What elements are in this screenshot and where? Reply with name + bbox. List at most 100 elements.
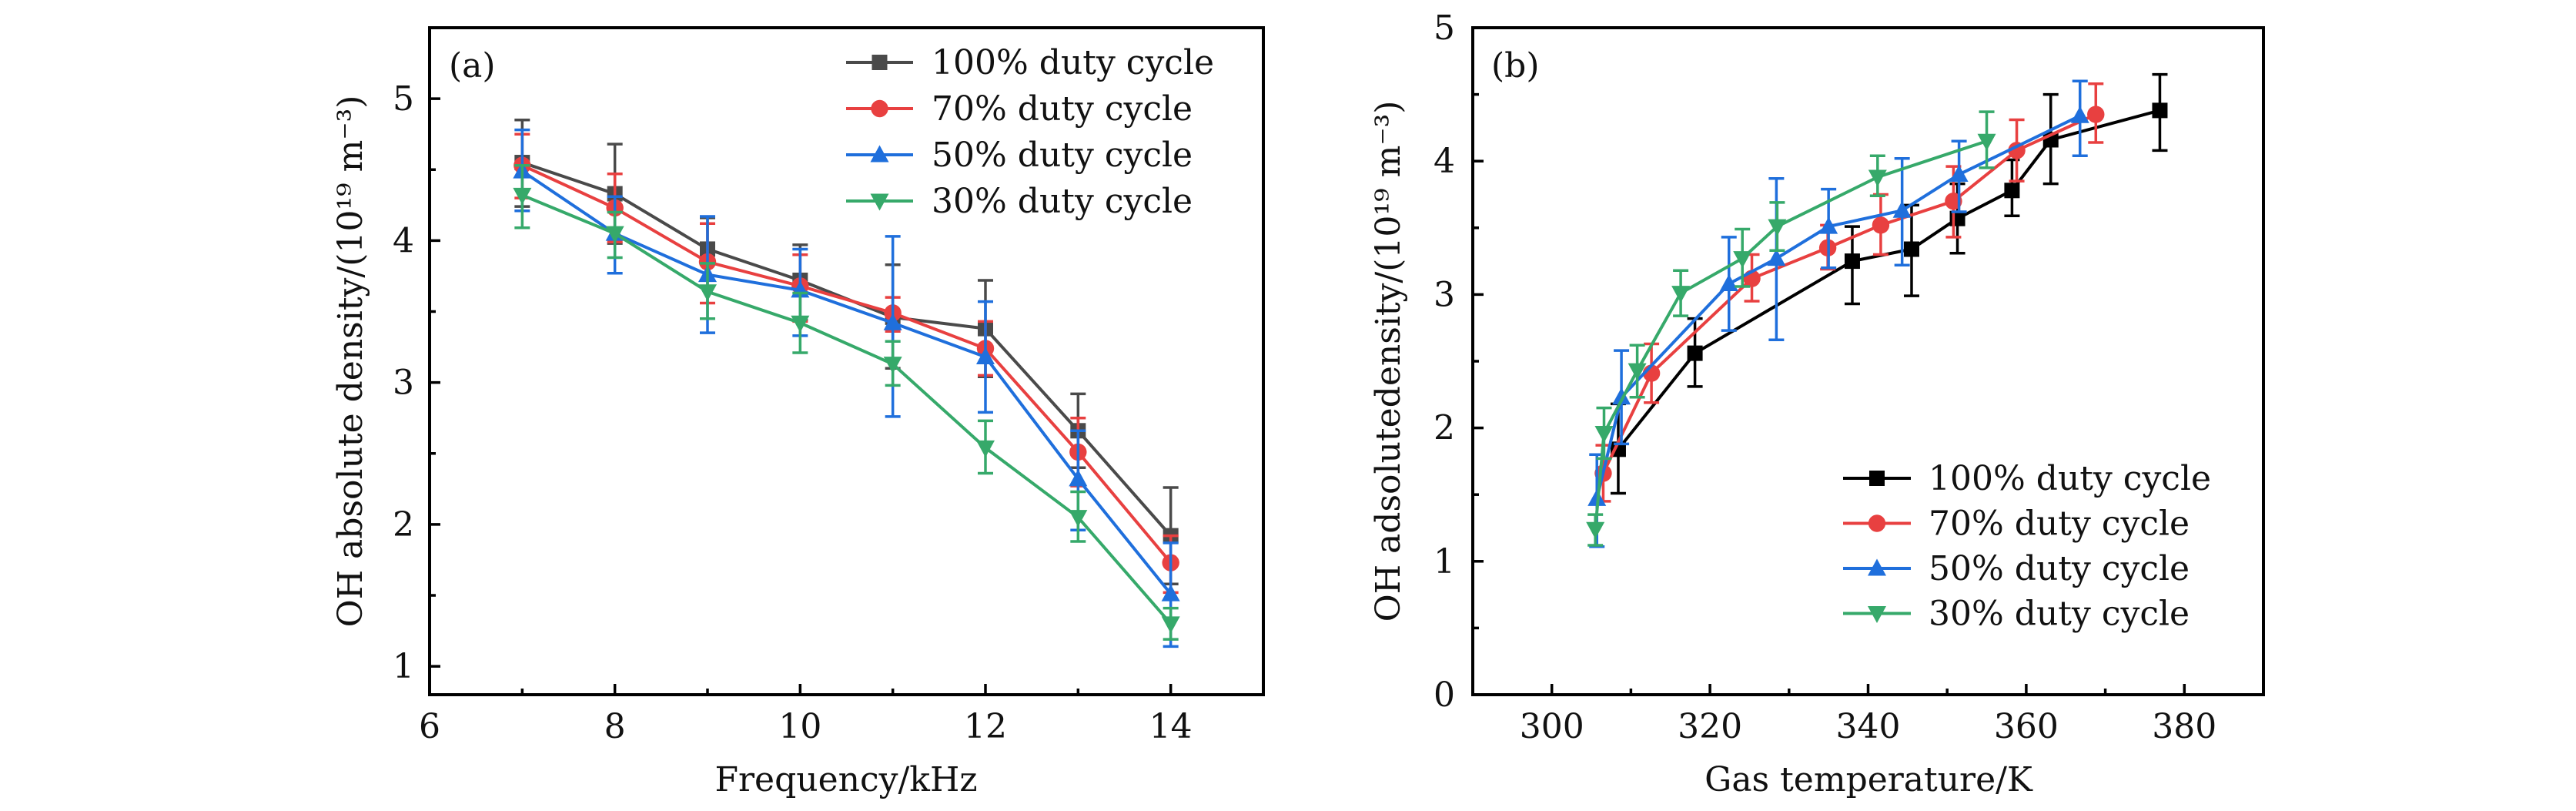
y-tick-label: 3 xyxy=(1434,275,1455,314)
data-point xyxy=(1671,286,1691,303)
legend-label: 30% duty cycle xyxy=(932,182,1193,221)
y-tick-label: 1 xyxy=(393,647,414,686)
legend-item: 70% duty cycle xyxy=(846,89,1193,129)
legend-item: 50% duty cycle xyxy=(846,136,1193,175)
data-point xyxy=(2004,183,2020,199)
panel-a-legend: 100% duty cycle 70% duty cycle 50% duty cy… xyxy=(846,43,1214,221)
data-point xyxy=(1069,469,1088,487)
legend-marker-icon xyxy=(1868,514,1886,532)
data-point xyxy=(513,187,532,205)
legend-item: 70% duty cycle xyxy=(1843,504,2190,544)
y-tick-label: 0 xyxy=(1434,675,1455,715)
data-point xyxy=(1612,387,1631,405)
panel-b-y-axis-label: OH adsolutedensity/(10¹⁹ m⁻³) xyxy=(1369,101,1408,622)
x-tick-label: 12 xyxy=(964,707,1007,746)
series-line xyxy=(521,163,1173,564)
legend-marker-icon xyxy=(870,145,889,163)
series-line xyxy=(1595,114,2081,499)
legend-marker-icon xyxy=(1868,606,1886,623)
legend-marker-icon xyxy=(1868,558,1886,576)
data-point xyxy=(1768,219,1787,236)
panel-b-tag: (b) xyxy=(1491,46,1540,85)
legend-item: 50% duty cycle xyxy=(1843,549,2190,588)
x-tick-label: 8 xyxy=(604,707,626,746)
legend-item: 30% duty cycle xyxy=(846,182,1193,221)
panel-a-plot-frame xyxy=(428,26,1265,696)
y-tick-label: 4 xyxy=(1434,142,1455,181)
x-tick-label: 380 xyxy=(2152,707,2216,746)
x-tick-label: 14 xyxy=(1149,707,1193,746)
x-tick-label: 340 xyxy=(1836,707,1901,746)
panel-b-series-3 xyxy=(1586,110,1996,547)
y-tick-label: 3 xyxy=(393,364,414,403)
series-line xyxy=(1594,139,1988,530)
data-point xyxy=(1719,274,1738,292)
data-point xyxy=(883,357,902,374)
data-point xyxy=(1628,363,1647,380)
y-tick-label: 4 xyxy=(393,221,414,260)
data-point xyxy=(1161,616,1180,634)
y-tick-label: 2 xyxy=(393,505,414,545)
series-line xyxy=(1617,109,2160,451)
x-tick-label: 360 xyxy=(1994,707,2059,746)
data-point xyxy=(1872,216,1890,234)
legend-item: 100% duty cycle xyxy=(1843,459,2211,498)
data-point xyxy=(1069,510,1088,528)
legend-marker-icon xyxy=(1869,471,1885,486)
y-tick-label: 1 xyxy=(1434,542,1455,581)
legend-label: 70% duty cycle xyxy=(1929,504,2190,544)
panel-b-series xyxy=(1586,72,2168,548)
panel-a-y-axis-label: OH absolute density/(10¹⁹ m⁻³) xyxy=(331,96,370,628)
legend-marker-icon xyxy=(870,193,889,211)
panel-b-ticks: 300 320 340 360 380 0 1 2 3 4 5 xyxy=(1434,8,2216,746)
x-tick-label: 6 xyxy=(419,707,440,746)
data-point xyxy=(2152,102,2168,119)
y-tick-label: 5 xyxy=(1434,8,1455,48)
series-line xyxy=(1601,112,2097,474)
panel-b-x-axis-label: Gas temperature/K xyxy=(1705,760,2033,799)
panel-a-series xyxy=(513,119,1180,648)
panel-a-x-axis-label: Frequency/kHz xyxy=(714,760,977,799)
legend-item: 30% duty cycle xyxy=(1843,595,2190,634)
x-tick-label: 320 xyxy=(1678,707,1742,746)
data-point xyxy=(1977,133,1996,151)
legend-marker-icon xyxy=(871,55,888,70)
data-point xyxy=(1767,249,1786,266)
panel-b-series-1 xyxy=(1594,82,2105,503)
legend-label: 70% duty cycle xyxy=(932,89,1193,129)
data-point xyxy=(1594,426,1614,444)
panel-b-series-0 xyxy=(1610,72,2168,495)
panel-b-legend: 100% duty cycle 70% duty cycle 50% duty cy… xyxy=(1843,459,2211,634)
series-line xyxy=(521,169,1173,595)
data-point xyxy=(1903,241,1919,257)
data-point xyxy=(883,313,902,330)
data-point xyxy=(2008,142,2026,159)
data-point xyxy=(1819,216,1838,234)
legend-marker-icon xyxy=(871,99,888,118)
data-point xyxy=(1892,200,1912,218)
data-point xyxy=(1687,345,1703,361)
data-point xyxy=(976,440,995,457)
data-point xyxy=(698,284,717,302)
legend-label: 100% duty cycle xyxy=(1929,459,2211,498)
data-point xyxy=(1949,165,1969,183)
legend-label: 50% duty cycle xyxy=(1929,549,2190,588)
x-tick-label: 10 xyxy=(778,707,821,746)
legend-item: 100% duty cycle xyxy=(846,43,1214,82)
legend-label: 50% duty cycle xyxy=(932,136,1193,175)
series-line xyxy=(521,193,1173,625)
data-point xyxy=(605,226,624,243)
data-point xyxy=(976,347,995,364)
data-point xyxy=(1586,521,1605,539)
data-point xyxy=(1161,584,1180,602)
data-point xyxy=(2087,106,2105,123)
y-tick-label: 2 xyxy=(1434,409,1455,448)
panel-b: 300 320 340 360 380 0 1 2 3 4 5 (b) Gas temperatur… xyxy=(1369,8,2265,799)
data-point xyxy=(2070,106,2089,123)
panel-a-tag: (a) xyxy=(449,46,496,85)
panel-a-series-3 xyxy=(513,163,1180,641)
x-tick-label: 300 xyxy=(1520,707,1584,746)
